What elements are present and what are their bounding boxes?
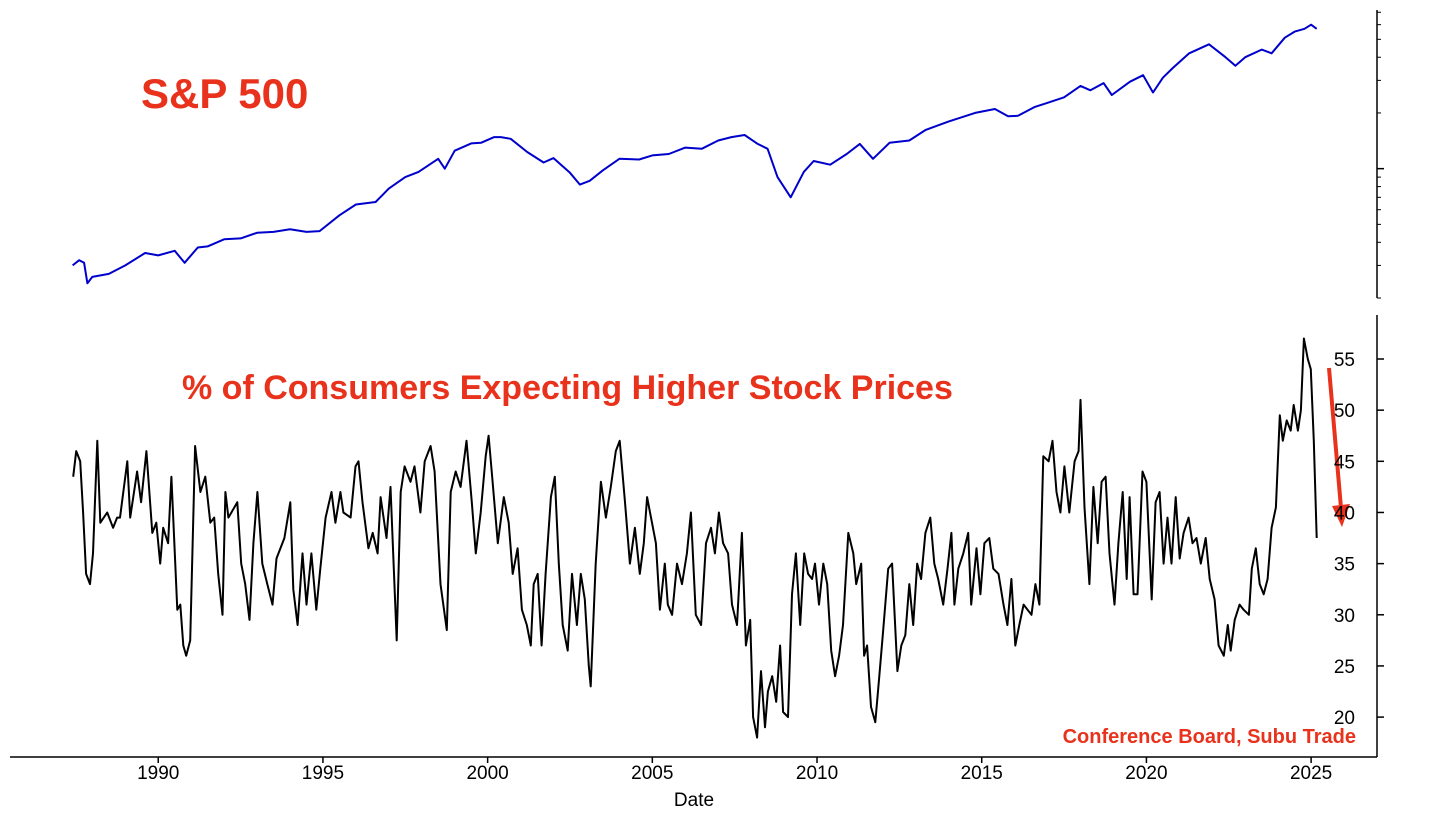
y-tick-label: 55 [1334,350,1355,371]
x-tick-label: 2025 [1290,763,1332,784]
arrow-shaft [1327,367,1343,509]
top-title: S&P 500 [141,70,308,117]
y-tick-label: 25 [1334,657,1355,678]
arrow-head [1332,504,1350,527]
x-tick-label: 1990 [137,763,179,784]
x-tick-label: 2015 [961,763,1003,784]
x-tick-label: 2010 [796,763,838,784]
x-tick-label: 1995 [302,763,344,784]
bottom-title: % of Consumers Expecting Higher Stock Pr… [182,369,953,407]
x-tick-label: 2020 [1125,763,1167,784]
y-tick-label: 20 [1334,708,1355,729]
y-tick-label: 50 [1334,401,1355,422]
data-line [71,23,1318,285]
y-tick-label: 35 [1334,555,1355,576]
data-line [72,337,1318,739]
y-tick-label: 40 [1334,503,1355,524]
source-annotation: Conference Board, Subu Trade [1063,726,1356,748]
x-tick-label: 2005 [631,763,673,784]
x-tick-label: 2000 [466,763,508,784]
y-tick-label: 45 [1334,452,1355,473]
y-tick-label: 30 [1334,606,1355,627]
x-axis-label: Date [674,790,714,811]
